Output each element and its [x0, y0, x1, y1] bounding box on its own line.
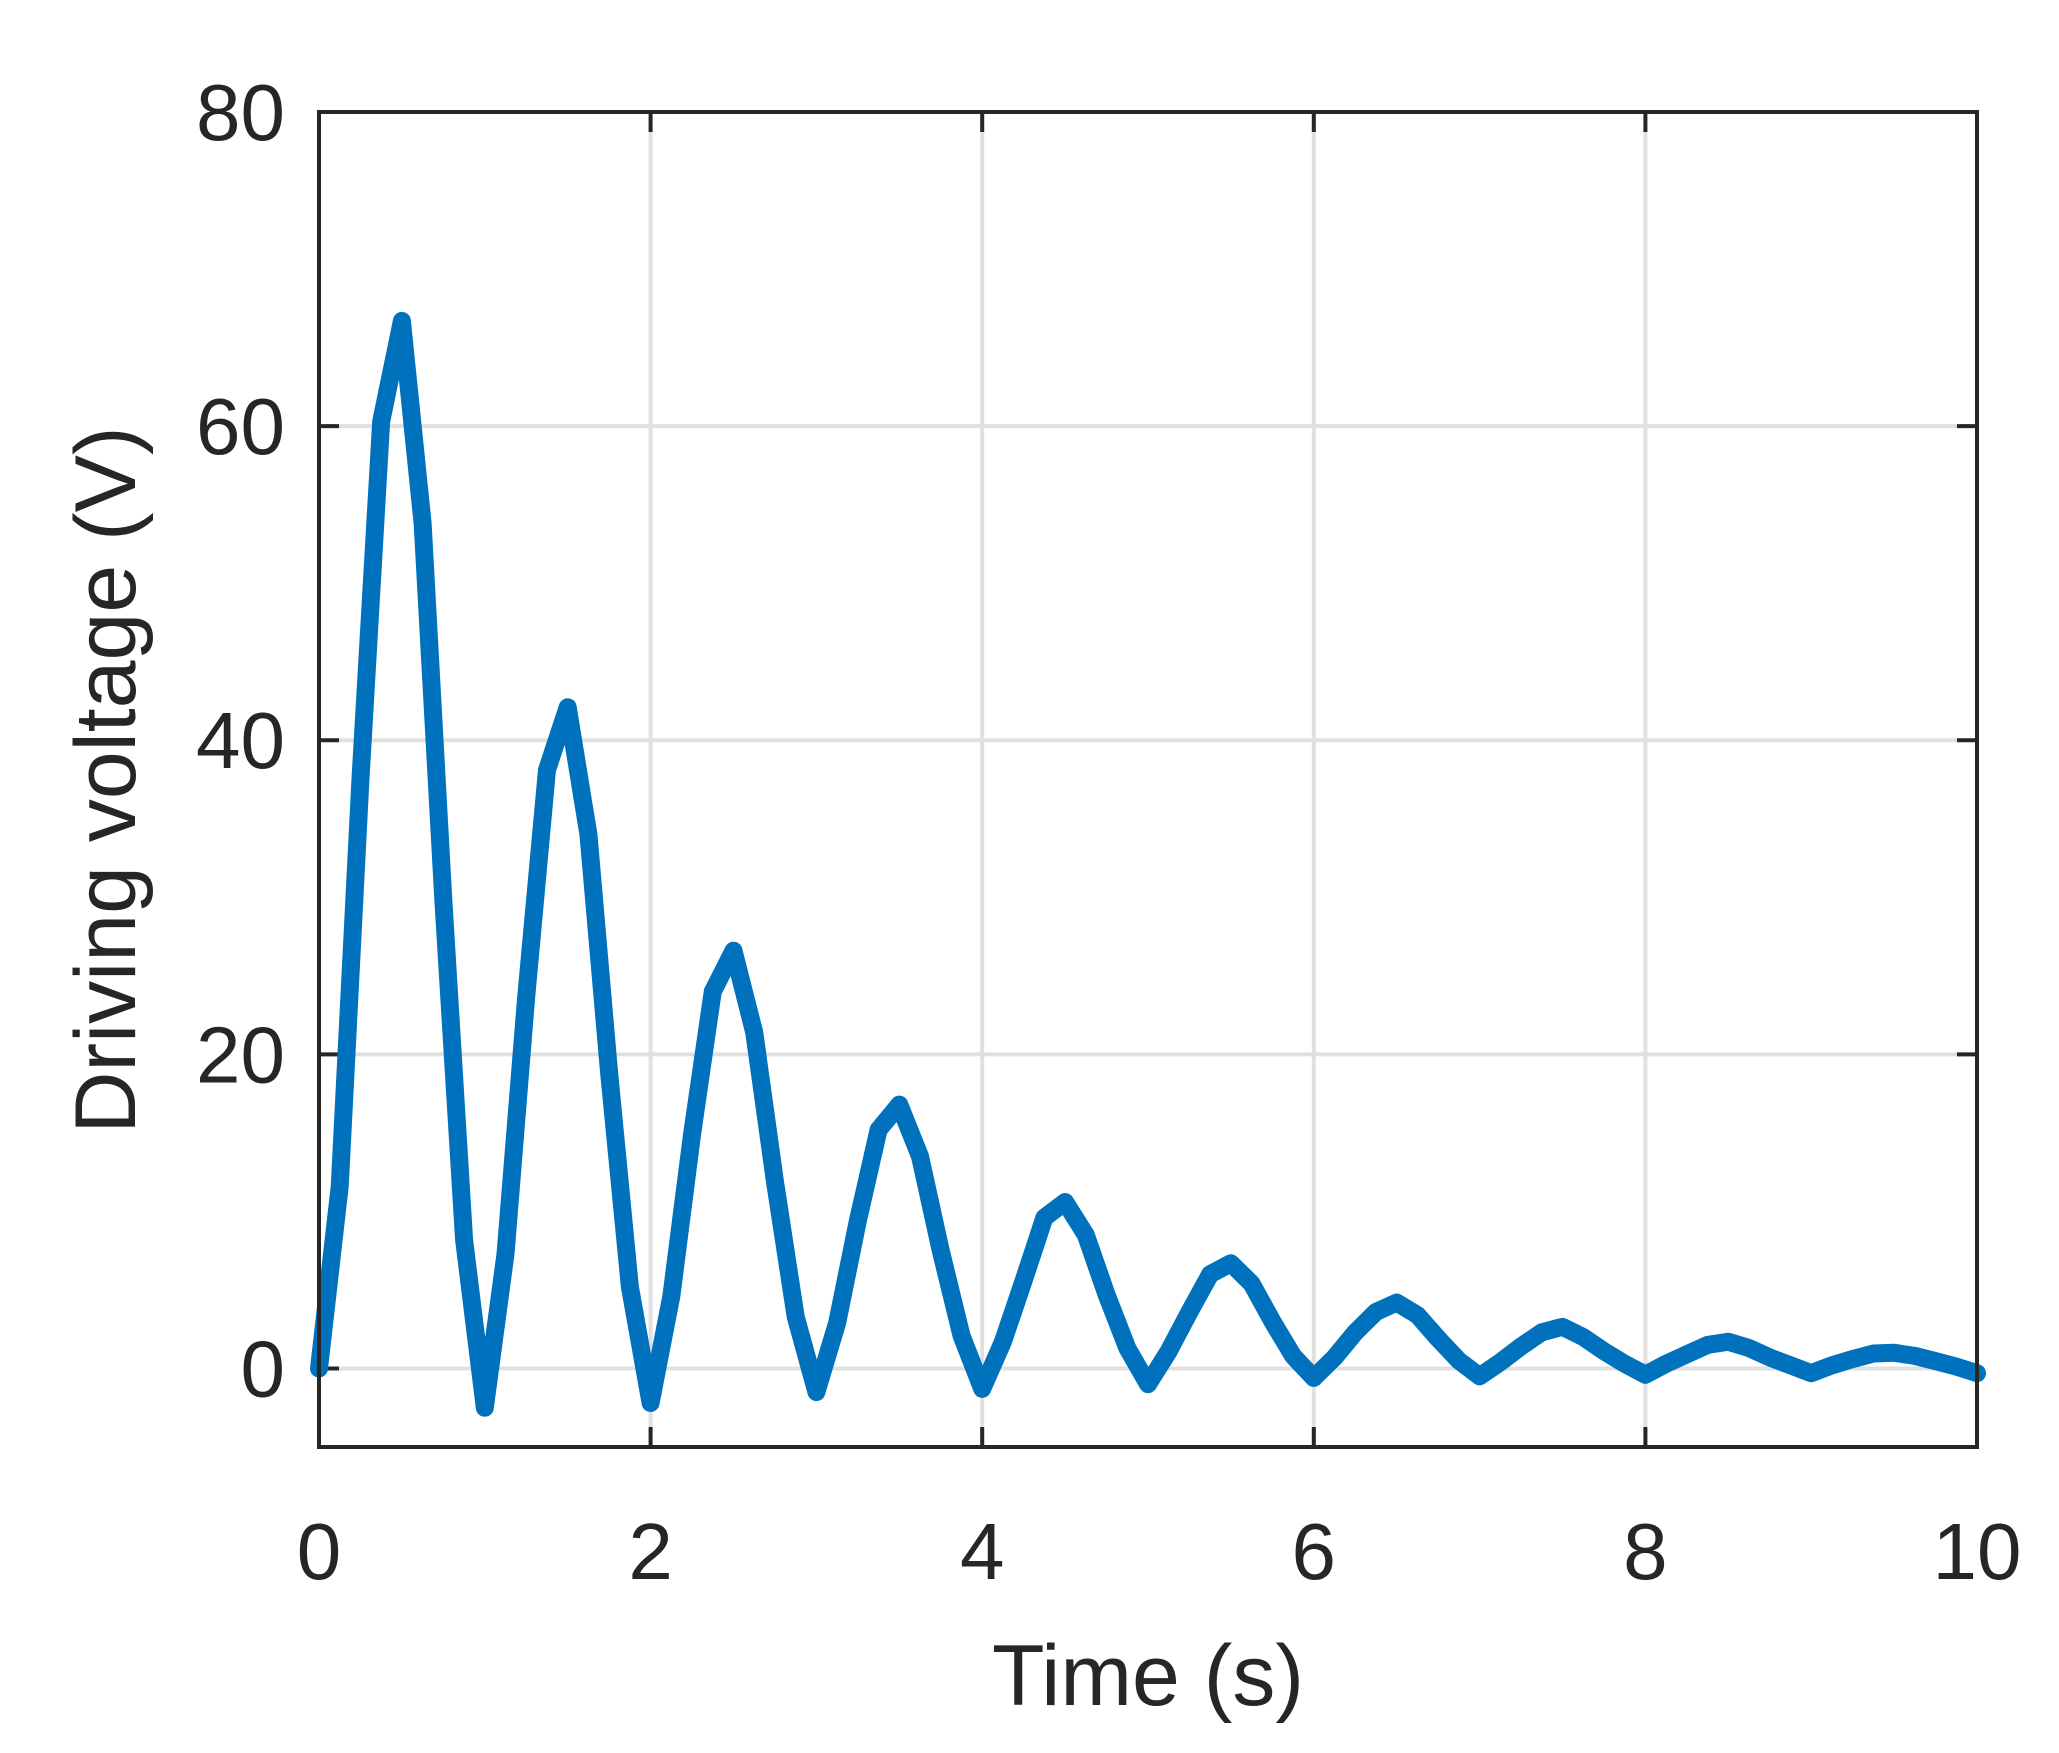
- data-line: [310, 311, 1986, 1417]
- y-tick-label: 80: [196, 68, 285, 157]
- y-tick-label: 0: [241, 1324, 286, 1413]
- x-tick-label: 0: [297, 1507, 342, 1596]
- x-tick-label: 8: [1623, 1507, 1668, 1596]
- x-tick-label: 10: [1933, 1507, 2022, 1596]
- y-tick-label: 60: [196, 382, 285, 471]
- y-tick-label: 20: [196, 1010, 285, 1099]
- x-axis-label: Time (s): [992, 1628, 1304, 1724]
- x-tick-label: 4: [960, 1507, 1005, 1596]
- x-tick-label: 2: [628, 1507, 673, 1596]
- y-tick-label: 40: [196, 696, 285, 785]
- x-tick-label: 6: [1292, 1507, 1337, 1596]
- plot-frame: [317, 110, 1979, 1449]
- y-axis-label: Driving voltage (V): [58, 426, 154, 1133]
